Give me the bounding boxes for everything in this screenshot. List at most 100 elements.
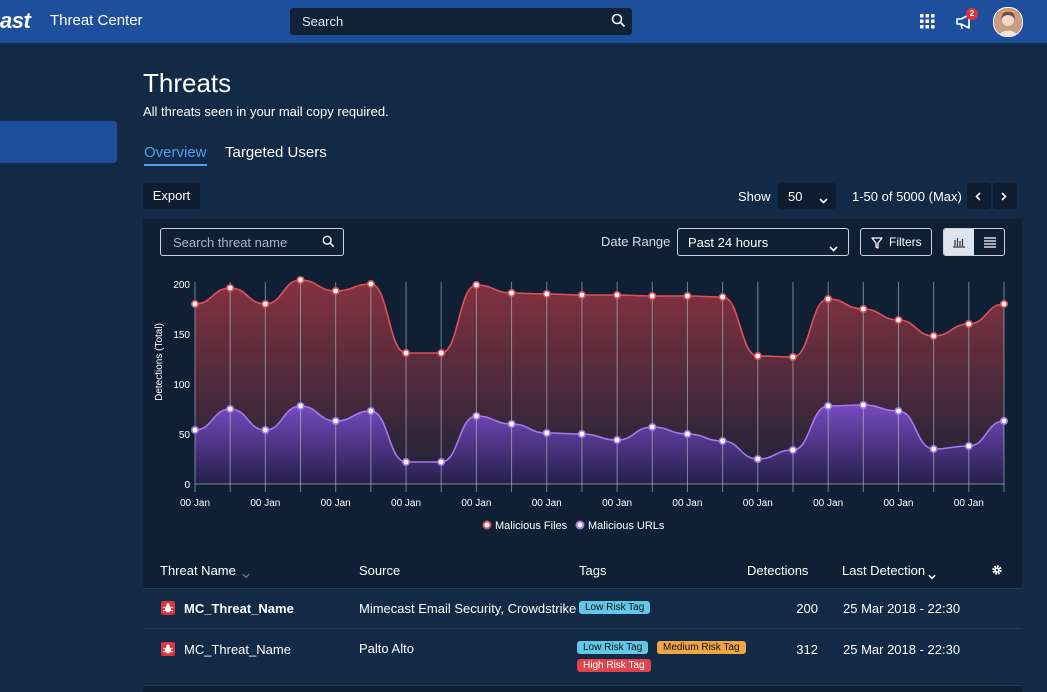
data-point-urls[interactable]: [542, 429, 551, 438]
chevron-down-icon: [819, 192, 828, 207]
search-icon[interactable]: [322, 235, 335, 253]
previous-page-button[interactable]: [967, 183, 991, 209]
data-point-urls[interactable]: [929, 445, 938, 454]
avatar[interactable]: [993, 7, 1023, 37]
sort-chevron-icon[interactable]: [242, 566, 250, 584]
date-range-select[interactable]: Past 24 hours: [677, 228, 849, 256]
chart-view-button[interactable]: [944, 229, 974, 255]
threat-name[interactable]: MC_Threat_Name: [184, 601, 294, 616]
list-view-button[interactable]: [975, 229, 1004, 255]
data-point-files[interactable]: [472, 280, 481, 289]
x-tick-label: 00 Jan: [321, 498, 351, 509]
data-point-urls[interactable]: [859, 401, 868, 410]
last-detection: 25 Mar 2018 - 22:30: [843, 601, 961, 616]
export-button[interactable]: Export: [143, 183, 200, 209]
data-point-files[interactable]: [577, 290, 586, 299]
data-point-files[interactable]: [437, 349, 446, 358]
filters-button[interactable]: Filters: [860, 228, 932, 256]
data-point-files[interactable]: [894, 315, 903, 324]
search-icon[interactable]: [611, 13, 626, 33]
data-point-urls[interactable]: [296, 402, 305, 411]
data-point-urls[interactable]: [683, 430, 692, 439]
data-point-files[interactable]: [683, 291, 692, 300]
table-row[interactable]: MC_Threat_Name Palto Alto Low Risk Tag M…: [143, 629, 1022, 686]
date-range-label: Date Range: [601, 234, 671, 249]
data-point-urls[interactable]: [437, 458, 446, 467]
data-point-files[interactable]: [613, 290, 622, 299]
apps-grid-icon[interactable]: [920, 14, 935, 34]
data-point-files[interactable]: [859, 304, 868, 313]
data-point-files[interactable]: [366, 279, 375, 288]
data-point-urls[interactable]: [331, 417, 340, 426]
y-axis-label: Detections (Total): [154, 323, 165, 401]
top-bar: ast Threat Center Search 2: [0, 0, 1047, 43]
brand-logo[interactable]: ast: [0, 8, 31, 33]
data-point-urls[interactable]: [788, 446, 797, 455]
data-point-files[interactable]: [190, 299, 199, 308]
threat-bug-icon: [161, 642, 175, 656]
data-point-files[interactable]: [929, 332, 938, 341]
data-point-urls[interactable]: [894, 407, 903, 416]
x-tick-label: 00 Jan: [391, 498, 421, 509]
data-point-files[interactable]: [753, 352, 762, 361]
data-point-urls[interactable]: [366, 407, 375, 416]
column-header-tags[interactable]: Tags: [579, 563, 607, 578]
x-tick-label: 00 Jan: [250, 498, 280, 509]
data-point-files[interactable]: [296, 276, 305, 285]
data-point-files[interactable]: [824, 294, 833, 303]
threat-name[interactable]: MC_Threat_Name: [184, 642, 291, 657]
tab-overview[interactable]: Overview: [144, 144, 207, 166]
next-page-button[interactable]: [993, 183, 1017, 209]
data-point-urls[interactable]: [190, 426, 199, 435]
data-point-urls[interactable]: [648, 423, 657, 432]
data-point-files[interactable]: [507, 288, 516, 297]
data-point-files[interactable]: [542, 289, 551, 298]
page-title: Threats: [143, 68, 232, 98]
sort-chevron-icon[interactable]: [928, 567, 936, 585]
page-subtitle: All threats seen in your mail copy requi…: [143, 104, 389, 119]
data-point-urls[interactable]: [999, 417, 1008, 426]
data-point-urls[interactable]: [577, 430, 586, 439]
data-point-files[interactable]: [788, 353, 797, 362]
data-point-urls[interactable]: [402, 458, 411, 467]
data-point-files[interactable]: [402, 349, 411, 358]
sidebar-item-active[interactable]: [0, 121, 117, 163]
data-point-files[interactable]: [964, 319, 973, 328]
tag-medium-risk[interactable]: Medium Risk Tag: [657, 641, 746, 654]
data-point-urls[interactable]: [613, 436, 622, 445]
data-point-urls[interactable]: [226, 405, 235, 414]
data-point-urls[interactable]: [472, 412, 481, 421]
data-point-urls[interactable]: [824, 402, 833, 411]
tag-low-risk[interactable]: Low Risk Tag: [577, 641, 649, 654]
tab-targeted-users[interactable]: Targeted Users: [225, 144, 327, 161]
page-size-select[interactable]: 50: [778, 183, 836, 209]
threat-search-input[interactable]: [171, 233, 315, 251]
data-point-urls[interactable]: [718, 437, 727, 446]
tag-high-risk[interactable]: High Risk Tag: [577, 659, 651, 672]
data-point-files[interactable]: [718, 292, 727, 301]
column-header-last-detection[interactable]: Last Detection: [842, 563, 926, 578]
column-header-detections[interactable]: Detections: [747, 563, 809, 578]
legend-files-marker: [482, 520, 492, 530]
data-point-urls[interactable]: [964, 442, 973, 451]
x-tick-label: 00 Jan: [180, 498, 210, 509]
data-point-urls[interactable]: [507, 420, 516, 429]
data-point-files[interactable]: [331, 286, 340, 295]
data-point-files[interactable]: [226, 283, 235, 292]
column-header-source[interactable]: Source: [359, 563, 401, 578]
table-row[interactable]: MC_Threat_Name Mimecast Email Security, …: [143, 589, 1022, 629]
global-search-bar[interactable]: Search: [290, 8, 632, 35]
megaphone-icon[interactable]: [955, 11, 975, 36]
legend-urls-label[interactable]: Malicious URLs: [588, 520, 665, 532]
data-point-files[interactable]: [261, 299, 270, 308]
column-header-threat-name[interactable]: Threat Name: [160, 563, 236, 578]
tag-low-risk[interactable]: Low Risk Tag: [579, 601, 651, 614]
detections-count: 312: [796, 642, 818, 657]
gear-icon[interactable]: [991, 563, 1003, 581]
threat-search-field[interactable]: [160, 228, 344, 256]
data-point-urls[interactable]: [753, 455, 762, 464]
data-point-files[interactable]: [999, 299, 1008, 308]
data-point-urls[interactable]: [261, 426, 270, 435]
legend-files-label[interactable]: Malicious Files: [495, 520, 568, 532]
data-point-files[interactable]: [648, 291, 657, 300]
